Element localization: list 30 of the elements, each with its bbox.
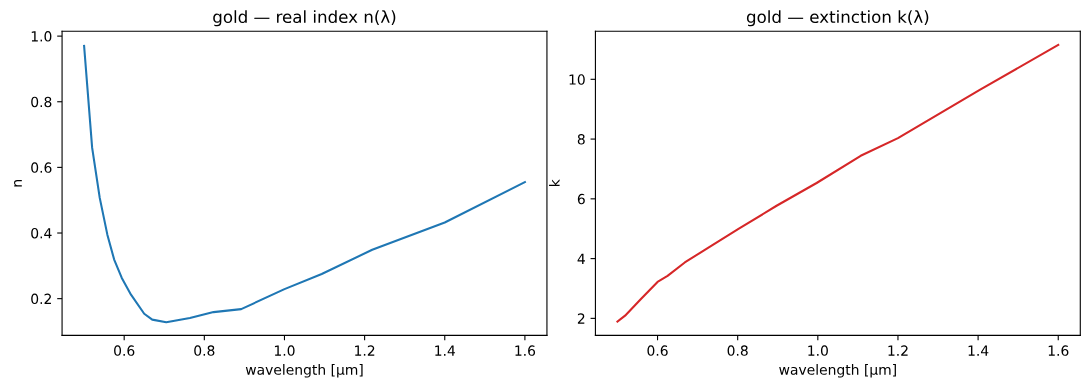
- x-tick-label: 1.2: [888, 345, 908, 356]
- y-tick-label: 8: [577, 134, 585, 145]
- x-tick-label: 1.6: [515, 345, 536, 356]
- line-series: [616, 43, 1060, 323]
- x-tick-label: 0.8: [727, 345, 748, 356]
- x-tick-label: 0.6: [114, 345, 135, 356]
- y-axis-title: n: [14, 180, 22, 187]
- y-tick-label: 0.6: [31, 162, 52, 173]
- x-tick-label: 1.2: [355, 345, 375, 356]
- x-tick-label: 0.8: [194, 345, 215, 356]
- chart-title: gold — real index n(λ): [213, 10, 396, 27]
- chart-title: gold — extinction k(λ): [746, 10, 929, 27]
- x-tick-label: 1.4: [435, 345, 456, 356]
- x-axis-title: wavelength [µm]: [245, 364, 363, 378]
- x-tick-label: 0.6: [647, 345, 668, 356]
- y-tick-label: 0.8: [31, 96, 52, 108]
- y-tick-label: 6: [577, 193, 585, 205]
- x-tick-label: 1.0: [274, 345, 295, 356]
- line-series: [83, 44, 526, 324]
- x-axis-title: wavelength [µm]: [779, 364, 896, 378]
- x-tick-label: 1.4: [968, 345, 989, 356]
- y-tick-label: 4: [577, 253, 585, 264]
- y-tick-label: 0.4: [31, 227, 52, 239]
- x-tick-label: 1.0: [808, 345, 828, 356]
- y-tick-label: 10: [569, 74, 585, 85]
- y-tick-label: 1.0: [31, 31, 52, 42]
- x-tick-label: 1.6: [1048, 345, 1069, 356]
- y-tick-label: 2: [577, 313, 585, 324]
- y-tick-label: 0.2: [31, 293, 51, 305]
- y-axis-title: k: [549, 179, 560, 187]
